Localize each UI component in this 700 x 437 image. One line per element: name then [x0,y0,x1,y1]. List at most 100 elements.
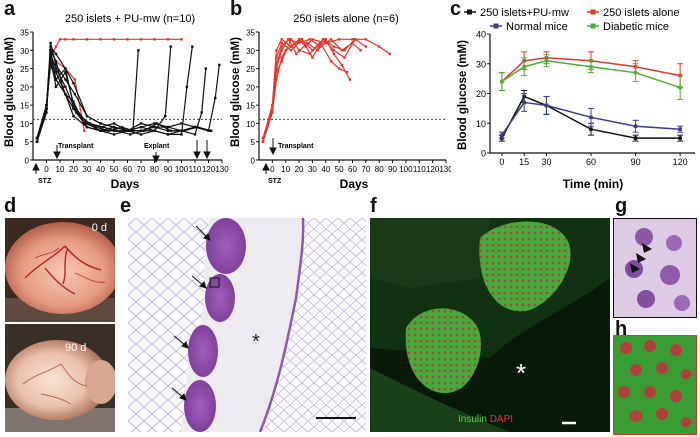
photo-label-day0: 0 d [91,222,107,234]
data-point [359,49,362,52]
data-point [183,129,186,132]
data-point [88,122,91,125]
data-point [54,78,58,81]
x-tick-label: 80 [150,165,159,174]
x-tick-label: 120 [673,157,688,167]
y-tick-label: 25 [20,65,29,74]
y-tick-label: 5 [25,138,30,147]
data-point [54,52,58,56]
chart-a-xlabel: Days [111,177,140,191]
data-point [54,60,58,63]
data-point [544,103,549,108]
data-point [351,38,354,41]
data-point [49,45,52,48]
data-point [500,79,504,84]
chart-a: 250 islets + PU-mw (n=10) Blood glucose … [4,13,229,191]
data-point [280,56,283,59]
data-point [364,45,368,48]
series-line [36,48,85,142]
data-point [297,49,301,52]
y-tick-label: 20 [20,83,29,92]
series-line [36,53,212,139]
y-tick-label: 5 [251,138,256,147]
svg-text:Normal mice: Normal mice [506,21,568,33]
photo-label-day90: 90 d [65,342,87,354]
y-tick-label: 0 [481,149,486,159]
data-point [280,60,283,63]
legend-item-islets-alone: 250 islets alone [587,7,679,19]
series-line [501,95,681,139]
chart-b-series [261,38,392,143]
data-point [164,114,167,118]
data-point [275,71,278,74]
data-point [99,122,102,125]
data-point [589,64,593,69]
data-point [72,107,75,110]
chart-b-arrows [262,138,277,174]
data-point [289,38,293,41]
x-tick-label: 100 [399,165,413,174]
data-point [54,67,58,70]
data-point [633,70,638,75]
chart-c-series [498,51,684,142]
data-point [678,85,682,90]
data-point [45,107,48,110]
data-point [156,122,159,125]
x-tick-label: 60 [123,165,132,174]
data-point [120,125,124,129]
data-point [204,67,207,70]
x-tick-label: 10 [56,165,65,174]
svg-text:Diabetic mice: Diabetic mice [603,21,669,33]
chart-a-explant-label: Explant [144,143,170,150]
data-point [343,49,346,52]
data-point [280,38,283,41]
data-point [72,100,75,103]
data-point [324,38,327,41]
data-point [348,78,352,81]
data-point [271,111,274,114]
data-point [153,38,156,41]
y-tick-label: 10 [20,120,29,129]
chart-c: Blood glucose (mM) Time (min) 0102030400… [457,7,695,191]
histology-he-section: * [128,218,366,432]
data-point [64,38,67,41]
x-tick-label: 110 [189,165,202,174]
data-point [388,52,392,56]
chart-b-ylabel: Blood glucose (mM) [230,37,242,147]
panel-letter-g: g [615,195,628,217]
data-point [75,111,78,114]
y-tick-label: 35 [246,29,255,38]
data-point [83,122,86,125]
data-point [64,67,67,70]
data-point [54,71,58,74]
x-tick-label: 120 [202,165,216,174]
zoom-box [209,277,220,288]
data-point [112,133,116,136]
data-point [99,129,102,132]
panel-letter-b: b [230,0,243,20]
data-point [64,78,67,81]
data-point [308,38,311,41]
data-point [332,52,335,56]
panel-letter-d: d [4,195,17,217]
chart-c-axes: 0 10 20 30 40 0 15 30 60 90 120 [476,30,695,167]
data-point [300,38,303,41]
data-point [166,133,170,136]
data-point [72,82,75,85]
data-point [137,49,140,52]
data-point [139,125,143,129]
y-tick-label: 30 [476,59,486,69]
islet-arrows [171,225,211,401]
data-point [345,71,349,74]
data-point [319,45,322,48]
fluorescence-drawing: * [370,218,610,432]
data-point [93,125,97,129]
data-point [142,129,145,132]
data-point [200,111,203,114]
chart-a-transplant-label: Transplant [58,143,94,150]
data-point [45,103,48,107]
data-point [73,78,77,81]
y-tick-label: 25 [246,65,255,74]
islet-clusters [184,218,246,432]
